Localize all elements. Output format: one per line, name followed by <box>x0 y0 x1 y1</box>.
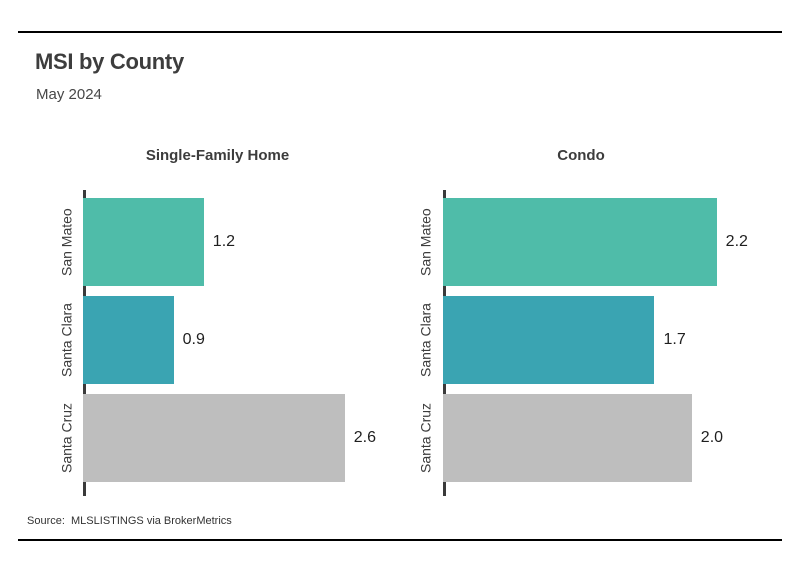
category-label-san-mateo: San Mateo <box>58 208 75 276</box>
chart-title-single-family: Single-Family Home <box>145 147 290 164</box>
chart-title-condo: Condo <box>557 147 605 164</box>
value-label: 2.2 <box>725 233 748 250</box>
source-note: Source: MLSLISTINGS via BrokerMetrics <box>27 515 232 527</box>
bar-track: 1.7 <box>443 291 754 389</box>
page-subtitle: May 2024 <box>36 86 102 103</box>
bar-santa-clara <box>83 296 174 384</box>
category-label-santa-cruz: Santa Cruz <box>417 402 434 474</box>
bar-santa-cruz <box>83 394 345 482</box>
bar-track: 0.9 <box>83 291 385 389</box>
bar-track: 2.6 <box>83 389 385 487</box>
value-label: 2.0 <box>700 429 724 446</box>
bar-row-santa-clara: Santa Clara 1.7 <box>418 291 754 389</box>
value-label: 1.7 <box>663 331 686 348</box>
chart-condo: Condo San Mateo 2.2 Santa Clara 1.7 <box>408 147 754 496</box>
plot-area-single-family: San Mateo 1.2 Santa Clara 0.9 Santa Cruz <box>50 190 385 496</box>
plot-area-condo: San Mateo 2.2 Santa Clara 1.7 Santa Cruz <box>408 190 754 496</box>
bar-san-mateo <box>443 198 717 286</box>
value-label: 1.2 <box>212 233 236 250</box>
charts-row: Single-Family Home San Mateo 1.2 Santa C… <box>50 147 754 496</box>
category-label-santa-clara: Santa Clara <box>417 303 434 377</box>
bottom-rule <box>18 539 782 541</box>
bar-track: 2.0 <box>443 389 754 487</box>
bar-row-santa-cruz: Santa Cruz 2.0 <box>418 389 754 487</box>
bar-row-santa-cruz: Santa Cruz 2.6 <box>59 389 385 487</box>
bar-track: 2.2 <box>443 193 754 291</box>
bar-row-san-mateo: San Mateo 1.2 <box>59 193 385 291</box>
bar-row-san-mateo: San Mateo 2.2 <box>418 193 754 291</box>
bar-santa-cruz <box>443 394 692 482</box>
bar-san-mateo <box>83 198 204 286</box>
value-label: 2.6 <box>353 429 376 446</box>
bar-row-santa-clara: Santa Clara 0.9 <box>59 291 385 389</box>
bar-track: 1.2 <box>83 193 385 291</box>
chart-single-family-home: Single-Family Home San Mateo 1.2 Santa C… <box>50 147 385 496</box>
category-label-san-mateo: San Mateo <box>417 208 434 276</box>
top-rule <box>18 31 782 33</box>
bar-santa-clara <box>443 296 655 384</box>
category-label-santa-clara: Santa Clara <box>58 303 75 377</box>
value-label: 0.9 <box>182 331 205 348</box>
category-label-santa-cruz: Santa Cruz <box>58 402 75 474</box>
page-title: MSI by County <box>35 49 184 74</box>
